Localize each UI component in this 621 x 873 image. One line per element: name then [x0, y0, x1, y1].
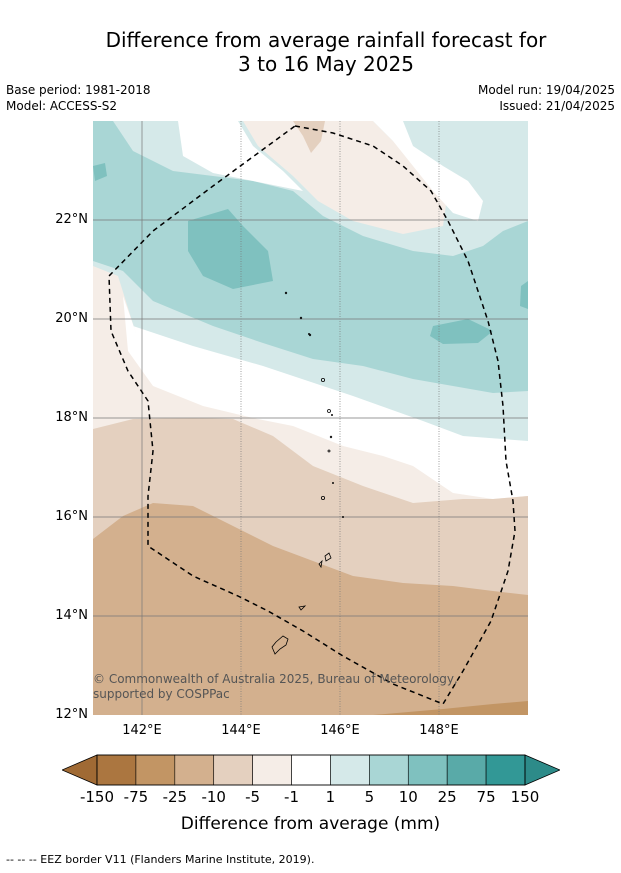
- island-maug: [284, 291, 288, 295]
- island-anatahan: [320, 495, 325, 500]
- xtick-148e: 148°E: [419, 723, 459, 738]
- issued-date: Issued: 21/04/2025: [499, 99, 615, 113]
- colorbar-label: 25: [437, 788, 457, 806]
- ytick-16n: 16°N: [55, 509, 88, 524]
- region-top-white: [178, 121, 303, 191]
- gridlines: [93, 121, 528, 715]
- region-neg25-to-neg75: [373, 701, 528, 715]
- region-top-right-white: [373, 121, 483, 221]
- colorbar-cell: [174, 754, 215, 786]
- colorbar-cell: [291, 754, 331, 786]
- map-canvas: [93, 121, 528, 715]
- meta-left: Base period: 1981-2018 Model: ACCESS-S2: [6, 82, 151, 114]
- colorbar-cell: [213, 754, 253, 786]
- colorbar-cell: [446, 754, 487, 786]
- rainfall-map: [93, 121, 528, 715]
- colorbar-label: 5: [364, 788, 375, 806]
- island-alamagan: [329, 435, 333, 439]
- colorbar-label: 150: [510, 788, 540, 806]
- title-line-1: Difference from average rainfall forecas…: [105, 28, 547, 52]
- colorbar-title: Difference from average (mm): [180, 814, 441, 834]
- model-name: Model: ACCESS-S2: [6, 99, 118, 113]
- island-pagan-south: [327, 409, 331, 413]
- island-sarigan: [327, 449, 331, 453]
- patch-10-to-25-d: [520, 281, 528, 309]
- colorbar-label: -150: [79, 788, 115, 806]
- ytick-14n: 14°N: [55, 608, 88, 623]
- colorbar-label: 75: [476, 788, 496, 806]
- island-saipan: [324, 552, 332, 562]
- colorbar-label: -5: [245, 788, 261, 806]
- colorbar-label: -10: [201, 788, 226, 806]
- footnote-eez-border: -- -- -- EEZ border V11 (Flanders Marine…: [6, 853, 315, 866]
- island-agrihan: [308, 333, 312, 337]
- colorbar-label: 1: [325, 788, 336, 806]
- colorbar-label: -25: [162, 788, 188, 806]
- region-5-to-10: [93, 121, 528, 393]
- map-title: Difference from average rainfall forecas…: [0, 28, 621, 76]
- xtick-144e: 144°E: [221, 723, 261, 738]
- island-guam: [271, 635, 289, 655]
- xtick-146e: 146°E: [320, 723, 360, 738]
- colorbar: [62, 754, 560, 786]
- colorbar-frame: [96, 754, 526, 786]
- region-white-band: [123, 296, 528, 499]
- island-pagan: [320, 377, 325, 382]
- colorbar-cell: [485, 754, 526, 786]
- island-tinian: [318, 559, 323, 569]
- region-top-neg5: [243, 121, 448, 234]
- region-top-neg10: [293, 121, 325, 153]
- colorbar-cells: [96, 754, 526, 786]
- island-asuncion: [299, 316, 303, 320]
- ytick-12n: 12°N: [55, 707, 88, 722]
- ytick-20n: 20°N: [55, 311, 88, 326]
- colorbar-label: -1: [284, 788, 300, 806]
- map-attribution: © Commonwealth of Australia 2025, Bureau…: [93, 672, 458, 701]
- patch-10-to-25-a: [188, 209, 273, 289]
- colorbar-extend-low: [62, 754, 98, 786]
- colorbar-label: -75: [123, 788, 149, 806]
- island-rota: [298, 605, 307, 611]
- island-farallon: [341, 515, 344, 518]
- colorbar-cell: [369, 754, 409, 786]
- island-uracas: [307, 332, 310, 335]
- colorbar-cell: [407, 754, 448, 786]
- region-neg10-to-neg25: [93, 503, 528, 715]
- colorbar-cell: [96, 754, 137, 786]
- colorbar-cell: [330, 754, 370, 786]
- island-guguan: [330, 413, 333, 416]
- islands: [271, 291, 344, 655]
- xtick-142e: 142°E: [122, 723, 162, 738]
- patch-10-to-25-c: [93, 163, 107, 181]
- colorbar-cell: [135, 754, 176, 786]
- ytick-18n: 18°N: [55, 410, 88, 425]
- colorbar-extend-high: [524, 754, 560, 786]
- base-period: Base period: 1981-2018: [6, 83, 151, 97]
- title-line-2: 3 to 16 May 2025: [238, 52, 414, 76]
- ytick-22n: 22°N: [55, 212, 88, 227]
- island-medinilla: [331, 481, 334, 484]
- colorbar-cell: [252, 754, 292, 786]
- colorbar-label: 10: [398, 788, 418, 806]
- meta-right: Model run: 19/04/2025 Issued: 21/04/2025: [478, 82, 615, 114]
- patch-10-to-25-b: [430, 319, 493, 344]
- model-run: Model run: 19/04/2025: [477, 83, 615, 97]
